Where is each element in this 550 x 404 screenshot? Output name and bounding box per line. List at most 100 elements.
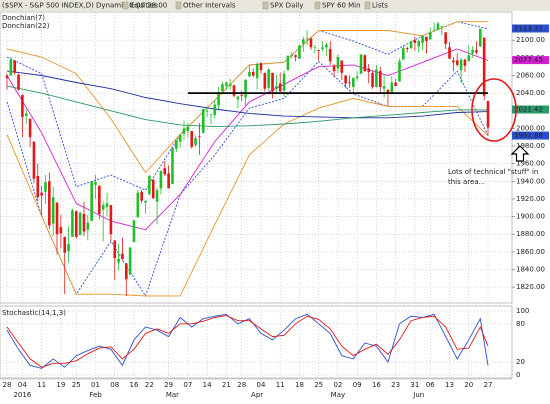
candle-body — [221, 84, 224, 92]
candle-body — [121, 253, 124, 259]
indicator-line — [6, 60, 489, 297]
candle-body — [344, 75, 347, 84]
x-tick-label: 22 — [145, 381, 154, 389]
toolbar-button-icon[interactable] — [314, 1, 321, 10]
stochastic-title: Stochastic(14,1,3) — [2, 309, 66, 317]
candle-body — [421, 35, 424, 43]
candle-body — [321, 47, 324, 50]
price-label-box — [512, 105, 549, 114]
indicator-line — [6, 21, 488, 174]
price-label-box — [512, 131, 549, 140]
x-tick-label: 18 — [295, 381, 304, 389]
candle-body — [275, 86, 278, 89]
candle-body — [359, 54, 363, 74]
toolbar-button[interactable]: Equities — [130, 2, 158, 10]
indicator-line — [6, 48, 489, 231]
candle-body — [301, 39, 305, 44]
x-tick-label: 01 — [91, 381, 100, 389]
candle-body — [486, 101, 490, 128]
x-tick-label: 16 — [130, 381, 139, 389]
candle-body — [467, 55, 471, 62]
candle-body — [298, 45, 301, 59]
candle-body — [378, 71, 382, 87]
x-tick-label: 06 — [426, 381, 435, 389]
stochastic-line — [6, 313, 489, 369]
x-tick-label: 04 — [18, 381, 27, 389]
x-month-label: May — [331, 391, 345, 399]
y-tick-label: 80 — [516, 320, 525, 328]
indicator-line — [6, 97, 489, 297]
x-tick-label: 16 — [372, 381, 381, 389]
candle-body — [328, 49, 332, 62]
x-tick-label: 28 — [237, 381, 246, 389]
candle-body — [440, 26, 444, 27]
toolbar-button-icon[interactable] — [364, 1, 371, 10]
toolbar-button[interactable]: SPY 60 Min — [322, 2, 361, 10]
candle-body — [151, 179, 155, 199]
x-month-label: Mar — [166, 391, 179, 399]
stochastic-line — [6, 315, 489, 368]
legend-entry: Donchian(7) — [2, 14, 45, 22]
candle-body — [444, 32, 447, 44]
candle-body — [113, 240, 117, 259]
toolbar-button[interactable]: SPX Daily — [270, 2, 303, 10]
candle-body — [352, 78, 355, 87]
candle-body — [205, 110, 209, 112]
candle-body — [117, 258, 120, 263]
candle-body — [98, 185, 101, 214]
toolbar-button-icon[interactable] — [262, 1, 269, 10]
candle-body — [13, 60, 16, 73]
x-month-label: Feb — [89, 391, 102, 399]
candle-body — [313, 47, 317, 48]
x-tick-label: 02 — [333, 381, 342, 389]
x-tick-label: 13 — [445, 381, 454, 389]
candle-body — [432, 29, 436, 31]
candle-body — [248, 71, 251, 77]
candle-body — [24, 113, 28, 117]
candle-body — [409, 41, 413, 49]
candle-body — [244, 79, 247, 98]
candle-body — [286, 56, 290, 71]
candle-body — [355, 76, 359, 79]
toolbar-button[interactable]: Other Intervals — [183, 2, 236, 10]
x-month-label: Apr — [251, 391, 263, 399]
candle-body — [178, 134, 182, 142]
candle-body — [67, 243, 70, 251]
candle-body — [452, 60, 455, 63]
y-tick-label: 1840.00 — [516, 265, 545, 273]
candle-body — [482, 37, 486, 96]
candle-body — [82, 213, 86, 232]
toolbar-button-icon[interactable] — [175, 1, 182, 10]
candle-body — [194, 138, 197, 146]
candle-body — [51, 197, 55, 224]
candle-body — [40, 192, 43, 196]
candle-body — [136, 192, 140, 218]
x-tick-label: 08 — [110, 381, 119, 389]
toolbar-button-icon[interactable] — [122, 1, 129, 10]
indicator-line — [6, 85, 488, 128]
x-tick-label: 19 — [56, 381, 65, 389]
candle-body — [32, 141, 36, 179]
candle-body — [436, 23, 440, 30]
candle-body — [213, 104, 217, 116]
toolbar-button[interactable]: Lists — [372, 2, 388, 10]
annotation: this area... — [448, 178, 485, 186]
y-tick-label: 2060.00 — [516, 71, 545, 79]
y-tick-label: 1960.00 — [516, 160, 545, 168]
x-tick-label: 20 — [464, 381, 473, 389]
y-tick-label: 1920.00 — [516, 195, 545, 203]
y-tick-label: 20 — [516, 358, 525, 366]
candle-body — [109, 205, 113, 235]
y-tick-label: 0 — [516, 371, 520, 379]
price-label-box — [512, 56, 549, 65]
price-panel — [0, 11, 513, 304]
candle-body — [101, 205, 105, 210]
candle-body — [236, 96, 240, 100]
candle-body — [471, 49, 474, 54]
price-label: 2077.45 — [514, 56, 543, 64]
y-tick-label: 1880.00 — [516, 230, 545, 238]
candle-body — [209, 114, 213, 115]
candle-body — [425, 36, 428, 42]
candle-body — [148, 176, 151, 195]
